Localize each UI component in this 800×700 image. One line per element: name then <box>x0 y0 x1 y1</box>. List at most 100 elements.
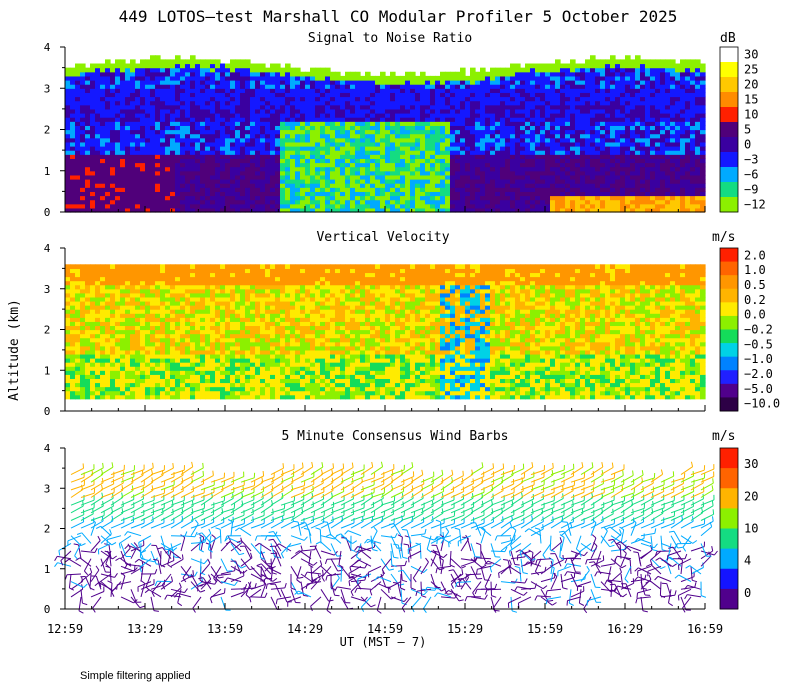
wind-barb <box>320 521 334 529</box>
wind-barb <box>624 566 632 580</box>
wind-barb <box>436 545 442 559</box>
wind-barb <box>637 596 652 599</box>
snr-panel-title: Signal to Noise Ratio <box>308 31 472 46</box>
wind-barb <box>570 491 585 498</box>
wind-barb <box>640 573 643 588</box>
wind-barb <box>700 543 707 557</box>
altitude-tick-label: 0 <box>44 603 51 616</box>
wind-barb <box>690 506 704 514</box>
wind-barb <box>296 566 302 580</box>
wind-barb <box>401 596 412 609</box>
wind-barb <box>680 484 695 491</box>
colorbar-label: 0.0 <box>744 308 766 322</box>
altitude-tick-label: 2 <box>44 124 51 137</box>
wind-barb <box>590 466 604 476</box>
wind-barb <box>680 513 694 521</box>
wind-barb <box>350 507 365 514</box>
wind-barb <box>280 500 295 506</box>
wind-barb <box>70 580 83 590</box>
wind-barb <box>270 490 284 498</box>
wind-barb <box>260 489 274 498</box>
wind-barb <box>600 467 614 476</box>
wind-barb <box>680 475 694 483</box>
time-tick-label: 16:29 <box>607 622 643 636</box>
wind-barb <box>120 515 135 521</box>
wind-barb <box>100 497 114 506</box>
wind-barb <box>190 483 204 491</box>
wind-barb <box>290 485 305 491</box>
wind-barb <box>273 531 282 544</box>
wind-barb <box>190 467 204 476</box>
wind-barb <box>240 558 251 571</box>
wind-barb <box>168 542 182 550</box>
wind-barb <box>570 500 585 506</box>
wind-barb <box>320 496 333 506</box>
wind-barb <box>280 468 295 476</box>
wind-barb <box>180 499 195 506</box>
wind-barb <box>360 496 373 506</box>
wind-barb <box>630 507 645 514</box>
wind-barb <box>560 537 565 552</box>
wind-barb <box>320 541 332 552</box>
wind-barb <box>80 507 95 514</box>
wind-barb <box>160 550 162 566</box>
colorbar-label: −5.0 <box>744 382 773 396</box>
wind-barb <box>240 491 255 498</box>
wind-barb <box>540 500 555 506</box>
wind-barb <box>320 513 334 521</box>
wind-barb <box>610 588 624 598</box>
wind-barb <box>508 565 522 575</box>
wind-barb <box>430 573 436 588</box>
wind-barb <box>500 483 514 491</box>
wind-barb <box>127 531 142 537</box>
wind-barb <box>280 521 294 529</box>
wind-barb <box>130 596 141 609</box>
wind-barb <box>510 588 524 596</box>
wind-barb <box>460 577 470 590</box>
wind-barb <box>376 596 382 611</box>
wind-barb <box>380 489 393 498</box>
wind-barb <box>550 576 558 590</box>
wind-barb <box>440 596 455 599</box>
wind-barb <box>120 490 134 498</box>
wind-barb <box>610 521 624 529</box>
wind-barb <box>640 596 644 611</box>
wind-barb <box>230 541 242 552</box>
wind-barb <box>120 482 134 491</box>
wind-barb <box>310 596 322 607</box>
wind-barb <box>70 521 84 529</box>
wind-barb <box>270 587 285 590</box>
wind-barb <box>510 522 525 529</box>
wind-barb <box>500 519 513 529</box>
wind-barb <box>348 573 362 582</box>
wind-barb <box>410 497 424 506</box>
wind-barb <box>590 545 598 559</box>
wind-barb <box>80 474 94 483</box>
wind-barb <box>550 476 565 483</box>
wind-barb <box>361 596 372 608</box>
wind-barb <box>540 577 555 583</box>
wind-barb <box>400 520 414 529</box>
wind-barb <box>580 466 594 476</box>
wind-barb <box>110 582 113 597</box>
wind-barb <box>239 527 252 537</box>
wind-barb <box>160 476 175 483</box>
wind-barb <box>310 521 325 529</box>
wind-barb <box>590 474 604 483</box>
wind-barb <box>490 481 504 491</box>
colorbar-label: 0 <box>744 138 751 152</box>
wind-barb <box>150 584 165 590</box>
wind-barb <box>148 589 162 598</box>
wind-barb <box>690 482 704 491</box>
wind-barb <box>470 514 485 521</box>
wind-barb <box>426 535 432 550</box>
wind-barb <box>549 535 552 550</box>
wind-barb <box>647 565 662 572</box>
wind-barb <box>340 475 354 483</box>
wind-barb <box>150 485 165 491</box>
wind-barb <box>90 474 103 483</box>
wind-barb <box>120 565 135 572</box>
wind-barb <box>640 491 654 498</box>
wind-barb <box>249 588 262 598</box>
wind-barb <box>637 565 652 572</box>
